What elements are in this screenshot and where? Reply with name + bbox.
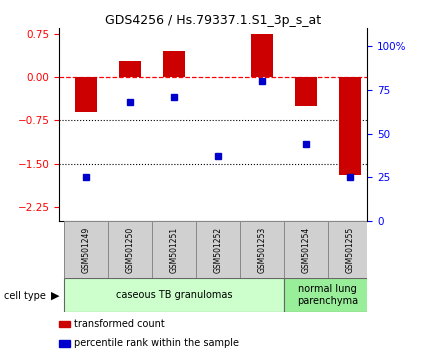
Bar	[240, 221, 284, 278]
Bar	[119, 61, 141, 77]
Text: cell type: cell type	[4, 291, 46, 301]
Text: GSM501253: GSM501253	[257, 227, 266, 273]
Bar	[251, 34, 273, 77]
Text: GSM501254: GSM501254	[301, 227, 310, 273]
Text: caseous TB granulomas: caseous TB granulomas	[116, 290, 232, 300]
Bar	[64, 278, 284, 312]
Text: ▶: ▶	[51, 291, 59, 301]
Bar	[284, 221, 328, 278]
Bar	[75, 77, 97, 112]
Text: normal lung
parenchyma: normal lung parenchyma	[297, 284, 358, 306]
Bar	[163, 51, 185, 77]
Title: GDS4256 / Hs.79337.1.S1_3p_s_at: GDS4256 / Hs.79337.1.S1_3p_s_at	[105, 14, 322, 27]
Bar	[339, 77, 361, 175]
Bar	[284, 278, 372, 312]
Bar	[328, 221, 372, 278]
Bar	[108, 221, 152, 278]
Bar	[64, 221, 108, 278]
Text: GSM501249: GSM501249	[81, 227, 90, 273]
Text: transformed count: transformed count	[74, 319, 165, 329]
Text: GSM501252: GSM501252	[213, 227, 222, 273]
Bar	[196, 221, 240, 278]
Text: GSM501255: GSM501255	[345, 227, 354, 273]
Text: GSM501250: GSM501250	[125, 227, 134, 273]
Text: percentile rank within the sample: percentile rank within the sample	[74, 338, 239, 348]
Bar	[152, 221, 196, 278]
Bar	[295, 77, 317, 106]
Text: GSM501251: GSM501251	[169, 227, 178, 273]
